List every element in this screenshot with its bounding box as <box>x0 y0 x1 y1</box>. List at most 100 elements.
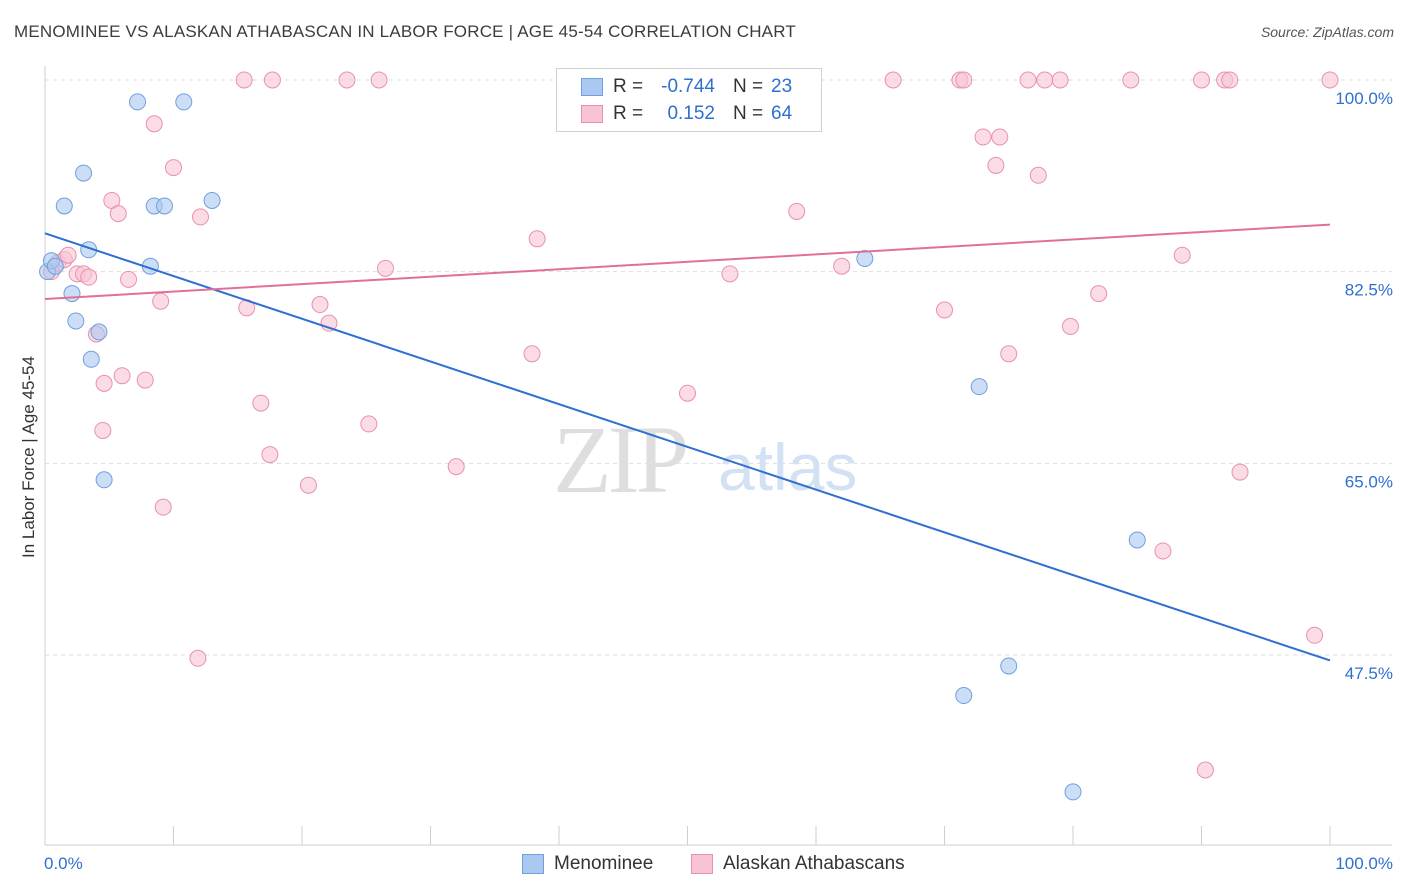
alaskan-athabascans-point <box>94 421 112 439</box>
legend-label-menominee: Menominee <box>554 853 654 874</box>
alaskan-athabascans-point <box>311 296 329 314</box>
menominee-point <box>1064 783 1082 801</box>
legend-n-value: 64 <box>771 103 793 124</box>
menominee-point <box>1000 657 1018 675</box>
menominee-point <box>90 323 108 341</box>
alaskan-athabascans-point <box>263 71 281 89</box>
trend-lines <box>44 223 1331 662</box>
alaskan-athabascans-point <box>1193 71 1210 89</box>
alaskan-athabascans-point <box>523 345 541 363</box>
alaskan-athabascans-point <box>1061 317 1079 335</box>
alaskan-athabascans-point <box>1090 285 1108 303</box>
alaskan-athabascans-point <box>1122 71 1140 89</box>
alaskan-athabascans-point <box>1000 345 1018 363</box>
alaskan-athabascans-point <box>120 270 138 288</box>
alaskan-athabascans-point <box>113 367 131 385</box>
alaskan-athabascans-point <box>528 230 546 248</box>
chart-title: MENOMINEE VS ALASKAN ATHABASCAN IN LABOR… <box>14 22 796 41</box>
alaskan-athabascans-point <box>235 71 253 89</box>
alaskan-athabascans-point <box>833 257 851 275</box>
alaskan-athabascans-point <box>360 415 378 433</box>
alaskan-athabascans-point <box>991 128 1009 146</box>
alaskan-athabascans-point <box>1173 246 1191 264</box>
alaskan-athabascans-point <box>987 156 1005 174</box>
stats-legend: R = -0.744 N = 23 R = 0.152 N = 64 <box>556 68 822 132</box>
legend-item-menominee[interactable]: Menominee <box>522 852 653 876</box>
legend-r-value: 0.152 <box>667 103 715 124</box>
watermark: ZIP atlas <box>553 406 857 513</box>
alaskan-athabascans-point <box>936 301 953 319</box>
alaskan-athabascans-point <box>59 246 77 264</box>
alaskan-athabascans-point <box>1306 626 1324 644</box>
legend-r-label: R = <box>613 76 644 97</box>
legend-item-alaskan-athabascans[interactable]: Alaskan Athabascans <box>691 852 905 876</box>
alaskan-athabascans-point <box>1051 71 1069 89</box>
series-alaskan-athabascans <box>42 71 1339 779</box>
menominee-point <box>955 687 973 705</box>
alaskan-athabascans-point <box>261 446 279 464</box>
y-tick-label-3: 47.5% <box>1345 664 1393 683</box>
legend-n-value: 23 <box>771 76 793 97</box>
legend-swatch-alaskan-athabascans <box>581 105 603 123</box>
alaskan-athabascans-point <box>109 205 127 223</box>
y-tick-label-2: 65.0% <box>1345 472 1393 491</box>
grid <box>45 79 1392 656</box>
legend-r-value: -0.744 <box>661 76 715 97</box>
alaskan-athabascans-point <box>152 292 170 310</box>
trend-line-menominee <box>44 232 1331 662</box>
menominee-point <box>67 312 85 330</box>
y-tick-label-0: 100.0% <box>1335 89 1393 108</box>
legend-r-label: R = <box>613 103 644 124</box>
legend-swatch-menominee <box>581 78 603 96</box>
alaskan-athabascans-point <box>1019 71 1037 89</box>
alaskan-athabascans-point <box>788 202 806 220</box>
alaskan-athabascans-point <box>1231 463 1249 481</box>
legend-n-label: N = <box>733 103 764 124</box>
alaskan-athabascans-point <box>955 71 973 89</box>
y-tick-label-1: 82.5% <box>1345 281 1393 300</box>
alaskan-athabascans-point <box>884 71 902 89</box>
alaskan-athabascans-point <box>721 265 739 283</box>
alaskan-athabascans-point <box>189 649 207 667</box>
menominee-point <box>175 93 193 111</box>
x-tick-label-min: 0.0% <box>44 854 83 873</box>
menominee-point <box>63 285 81 303</box>
series-legend: Menominee Alaskan Athabascans <box>0 852 1406 878</box>
alaskan-athabascans-point <box>136 371 154 389</box>
legend-label-alaskan-athabascans: Alaskan Athabascans <box>723 853 905 874</box>
alaskan-athabascans-point <box>1196 761 1214 779</box>
x-tick-label-max: 100.0% <box>1335 854 1393 873</box>
alaskan-athabascans-point <box>1221 71 1239 89</box>
alaskan-athabascans-point <box>370 71 388 89</box>
alaskan-athabascans-point <box>165 159 182 177</box>
menominee-point <box>1128 531 1146 549</box>
alaskan-athabascans-point <box>299 476 317 494</box>
menominee-point <box>95 471 113 489</box>
alaskan-athabascans-point <box>974 128 992 146</box>
legend-swatch-alaskan-athabascans <box>691 854 713 874</box>
alaskan-athabascans-point <box>1029 166 1047 184</box>
legend-row-menominee: R = -0.744 N = 23 <box>557 74 792 100</box>
menominee-point <box>129 93 147 111</box>
menominee-point <box>55 197 73 215</box>
alaskan-athabascans-point <box>447 458 465 476</box>
legend-n-label: N = <box>733 76 764 97</box>
y-axis-label: In Labor Force | Age 45-54 <box>19 356 38 558</box>
source-label: Source: ZipAtlas.com <box>1260 24 1394 40</box>
alaskan-athabascans-point <box>95 374 113 392</box>
menominee-point <box>203 191 221 209</box>
alaskan-athabascans-point <box>1154 542 1172 560</box>
menominee-point <box>156 197 174 215</box>
menominee-point <box>82 350 100 368</box>
trend-line-alaskan-athabascans <box>44 223 1331 301</box>
alaskan-athabascans-point <box>338 71 356 89</box>
legend-swatch-menominee <box>522 854 544 874</box>
alaskan-athabascans-point <box>1036 71 1054 89</box>
alaskan-athabascans-point <box>679 384 696 402</box>
alaskan-athabascans-point <box>377 259 395 277</box>
alaskan-athabascans-point <box>145 115 163 133</box>
tick-labels: 100.0% 82.5% 65.0% 47.5% 0.0% 100.0% <box>44 89 1393 873</box>
alaskan-athabascans-point <box>80 268 98 286</box>
legend-row-alaskan-athabascans: R = 0.152 N = 64 <box>557 101 792 127</box>
